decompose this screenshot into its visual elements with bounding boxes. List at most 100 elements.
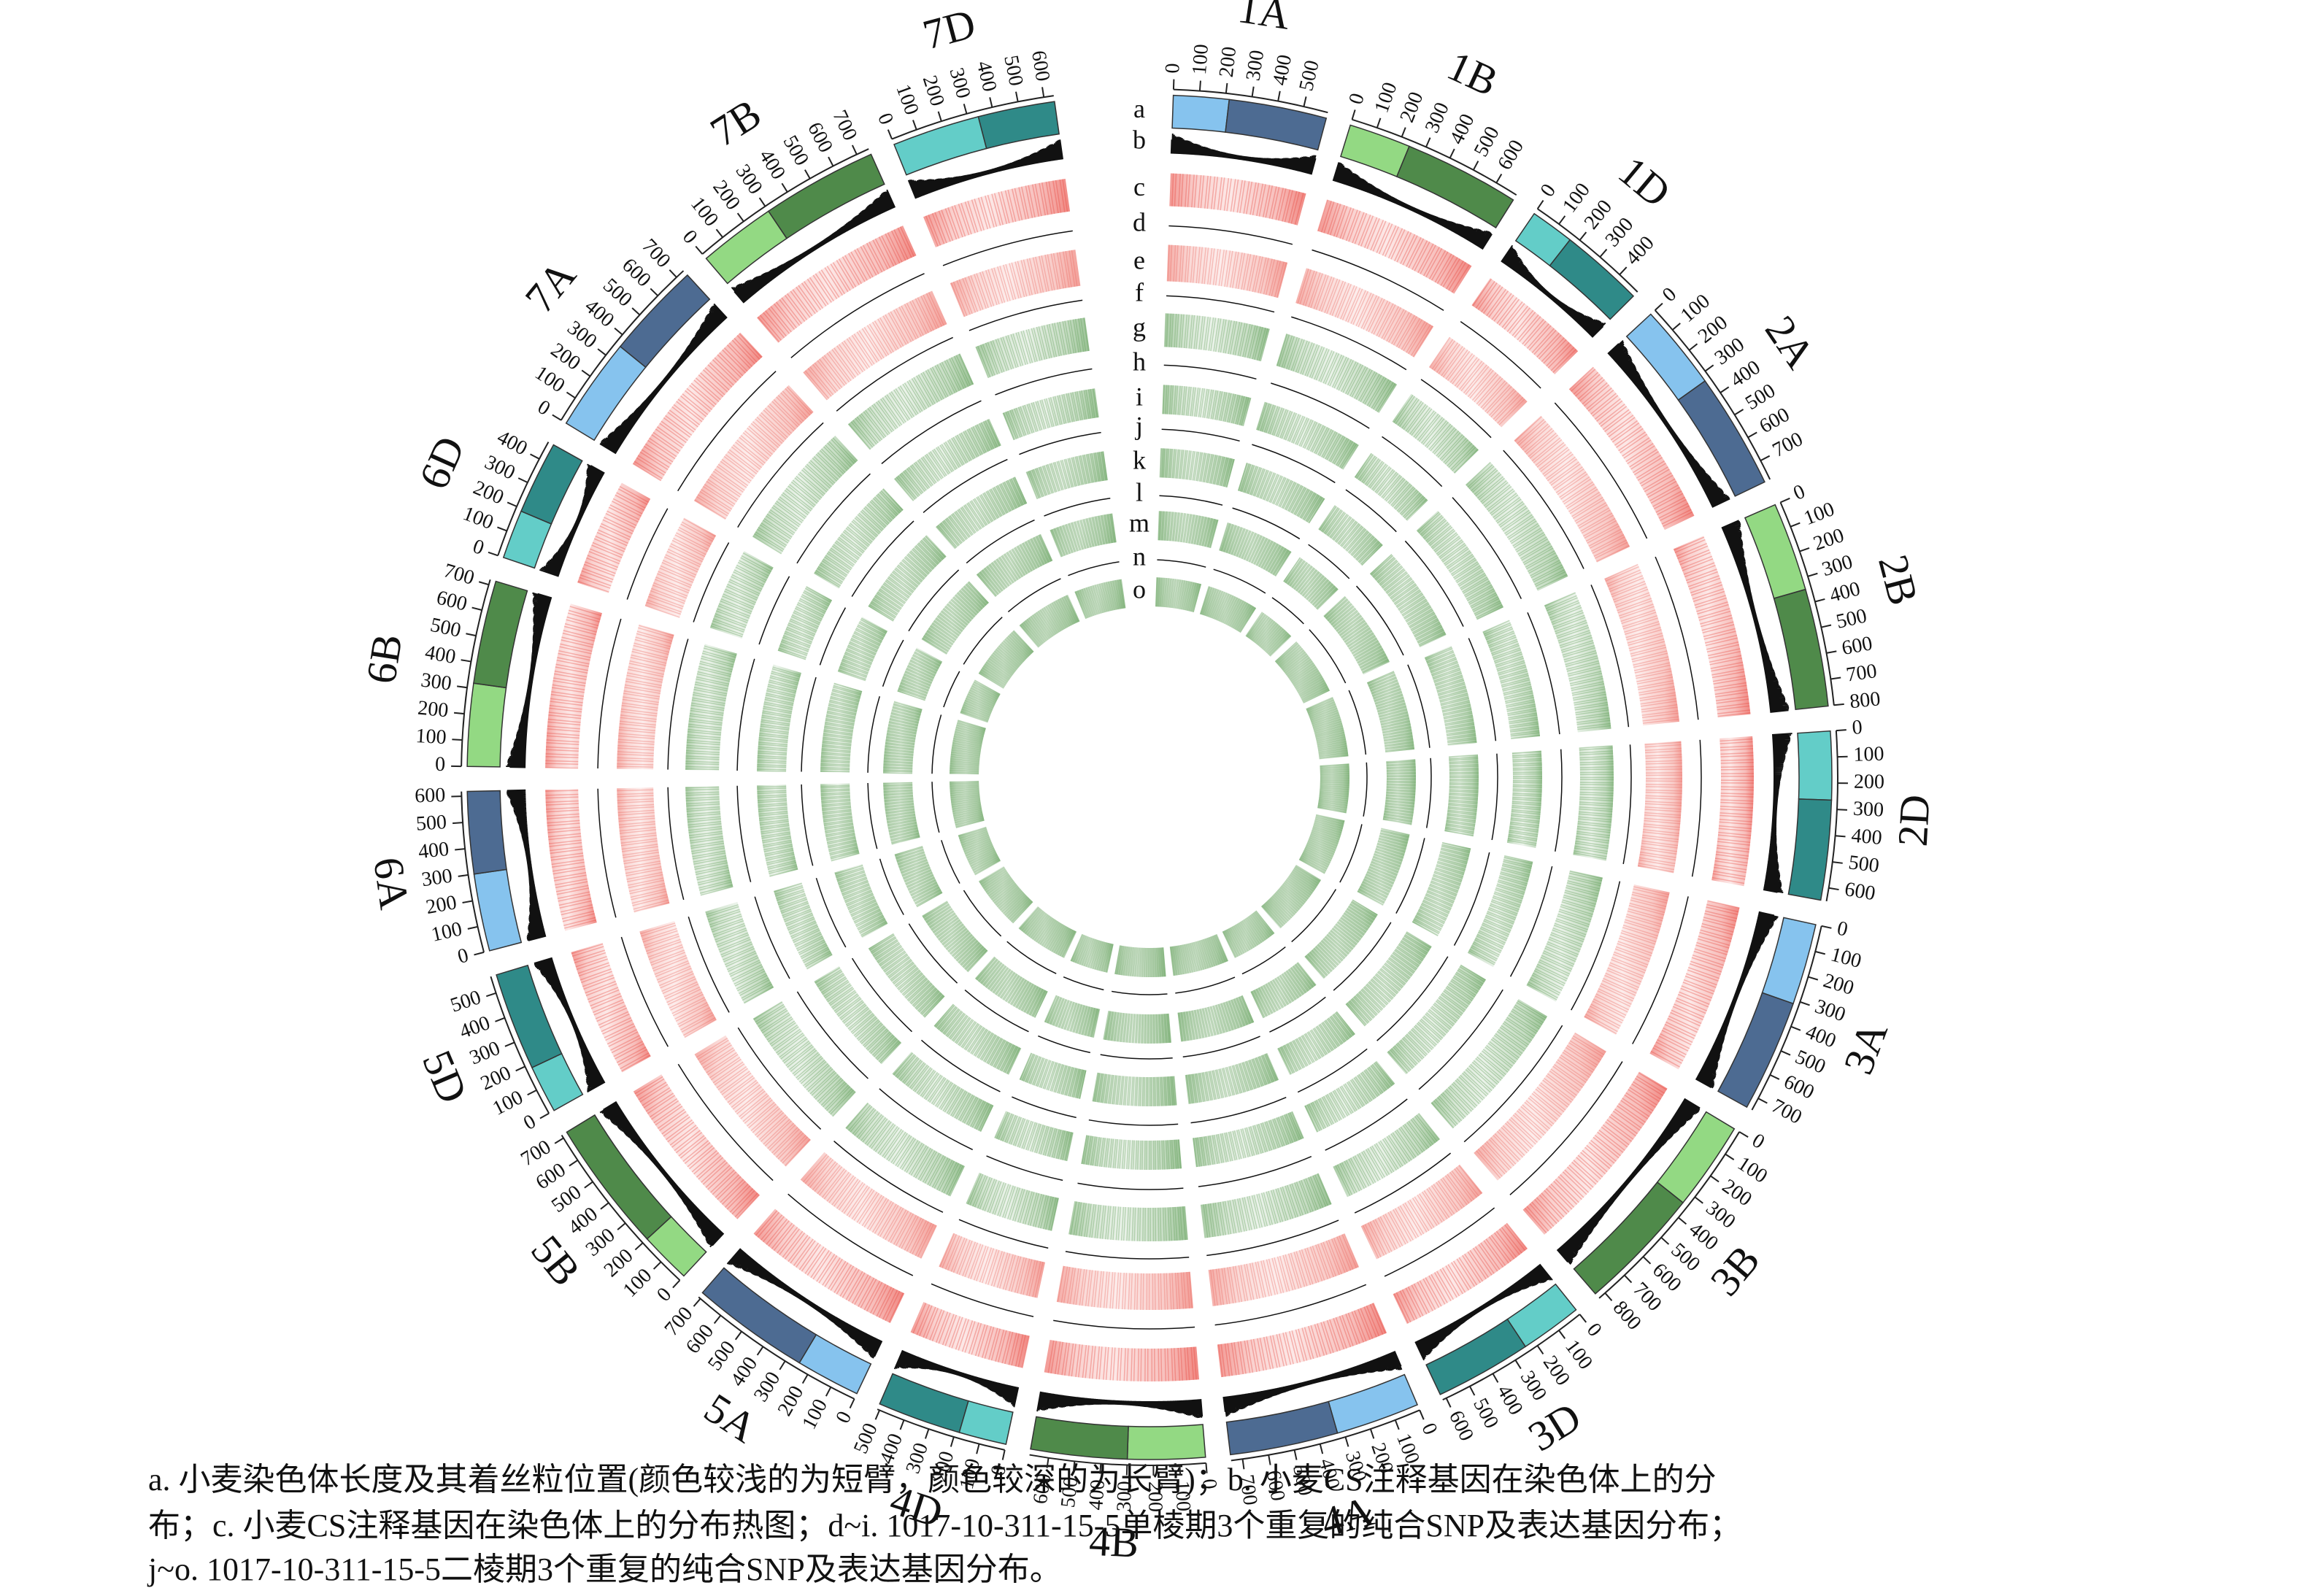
tick-label: 0 xyxy=(831,1408,856,1427)
tick-mark xyxy=(552,415,561,420)
tick-label: 400 xyxy=(1803,1020,1839,1052)
tick-mark xyxy=(1515,1360,1520,1369)
tick-mark xyxy=(736,1331,742,1339)
tick-mark xyxy=(1673,323,1681,330)
heatmap-stripes xyxy=(923,901,987,971)
short-arm xyxy=(1798,731,1832,801)
tick-mark xyxy=(1643,1257,1650,1264)
tick-label: 300 xyxy=(1852,798,1884,822)
tick-mark xyxy=(505,1042,515,1046)
tick-label: 700 xyxy=(1845,660,1879,687)
tick-mark xyxy=(1800,1002,1809,1006)
line-track xyxy=(1089,1120,1178,1125)
tick-mark xyxy=(1016,92,1018,102)
tick-mark xyxy=(468,927,478,929)
tick-mark xyxy=(582,370,590,376)
tick-label: 400 xyxy=(1850,825,1882,849)
tick-mark xyxy=(1345,1437,1348,1446)
heatmap-band xyxy=(1333,1114,1439,1198)
tick-mark xyxy=(453,822,463,823)
tick-label: 100 xyxy=(429,917,464,946)
line-track xyxy=(1159,496,1222,505)
track-label: h xyxy=(1133,347,1146,376)
tick-label: 100 xyxy=(1828,943,1863,973)
tick-mark xyxy=(803,1374,808,1383)
tick-label: 200 xyxy=(424,891,458,919)
tick-mark xyxy=(1827,651,1837,653)
tick-mark xyxy=(717,229,723,237)
line-track xyxy=(868,783,877,849)
line-track xyxy=(737,659,755,771)
tick-mark xyxy=(673,1280,680,1287)
long-arm xyxy=(1031,1416,1128,1459)
tick-label: 200 xyxy=(1144,1481,1166,1512)
tick-mark xyxy=(1815,952,1825,955)
heatmap-stripes xyxy=(1417,512,1503,620)
tick-label: 0 xyxy=(520,1110,539,1135)
tick-mark xyxy=(1830,678,1841,679)
heatmap-stripes xyxy=(883,702,922,774)
tick-mark xyxy=(1800,548,1809,552)
tick-mark xyxy=(518,478,528,482)
tick-label: 300 xyxy=(420,865,454,892)
tick-label: 500 xyxy=(850,1420,882,1457)
tick-mark xyxy=(738,213,744,221)
line-track xyxy=(598,789,616,918)
heatmap-stripes xyxy=(1020,595,1079,647)
tick-label: 400 xyxy=(1828,577,1863,607)
tick-label: 500 xyxy=(1834,604,1869,633)
line-track xyxy=(1019,433,1101,455)
line-track xyxy=(1555,749,1562,852)
tick-mark xyxy=(452,739,462,740)
line-track xyxy=(1044,498,1111,516)
tick-label: 600 xyxy=(1840,632,1874,660)
tick-mark xyxy=(1559,216,1565,224)
tick-mark xyxy=(1600,250,1606,258)
tick-mark xyxy=(516,1066,525,1071)
short-arm xyxy=(467,683,506,767)
tick-label: 400 xyxy=(972,59,1001,94)
line-track xyxy=(868,696,879,773)
line-track xyxy=(1157,560,1206,567)
heatmap-stripes xyxy=(1171,934,1228,976)
tick-mark xyxy=(1781,498,1790,503)
line-track xyxy=(1012,1097,1076,1117)
long-arm xyxy=(978,101,1059,148)
short-arm xyxy=(1341,125,1409,177)
tick-mark xyxy=(1420,1410,1423,1419)
tick-mark xyxy=(888,130,892,139)
line-track xyxy=(1066,1252,1189,1259)
tick-mark xyxy=(1402,128,1406,137)
heatmap-stripes xyxy=(1305,900,1377,978)
tick-label: 300 xyxy=(1819,550,1855,581)
tick-label: 700 xyxy=(1235,1473,1261,1507)
tick-mark xyxy=(615,328,623,335)
track-label: j xyxy=(1134,411,1143,440)
tick-mark xyxy=(1625,1275,1632,1282)
caption-line: 布；c. 小麦CS注释基因在染色体上的分布热图；d~i. 1017-10-311… xyxy=(148,1508,1741,1543)
tick-mark xyxy=(1470,1387,1475,1395)
tick-mark xyxy=(1711,1176,1719,1181)
line-track xyxy=(801,677,816,771)
tick-mark xyxy=(990,97,992,107)
chromosome-label: 1B xyxy=(1441,42,1506,105)
tick-mark xyxy=(1661,1238,1668,1244)
tick-label: 100 xyxy=(460,502,496,534)
tick-mark xyxy=(1790,523,1800,527)
tick-label: 0 xyxy=(534,396,554,420)
tick-mark xyxy=(531,454,539,458)
tick-mark xyxy=(1758,1098,1767,1103)
tick-mark xyxy=(1690,344,1698,350)
tick-mark xyxy=(1559,1330,1565,1338)
tick-mark xyxy=(964,104,967,113)
line-track xyxy=(932,782,939,833)
tick-label: 500 xyxy=(428,614,463,642)
tick-mark xyxy=(1377,118,1381,128)
tick-label: 500 xyxy=(1057,1476,1082,1508)
tick-mark xyxy=(901,1420,904,1430)
line-track xyxy=(1492,754,1498,840)
tick-mark xyxy=(828,157,833,166)
tick-label: 200 xyxy=(1854,771,1884,793)
tick-mark xyxy=(474,952,484,955)
tick-mark xyxy=(458,875,469,876)
